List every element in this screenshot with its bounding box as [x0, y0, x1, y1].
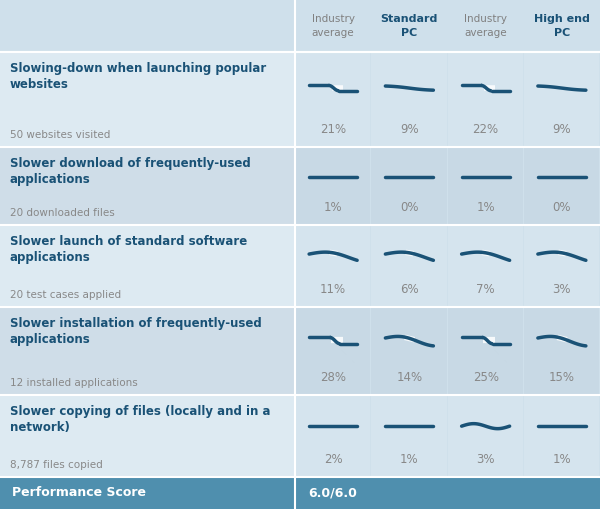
Text: 0%: 0%: [400, 201, 419, 214]
Text: 22%: 22%: [473, 123, 499, 136]
Bar: [371, 307, 446, 395]
Text: 20 test cases applied: 20 test cases applied: [10, 290, 121, 300]
Text: Slower download of frequently-used
applications: Slower download of frequently-used appli…: [10, 157, 251, 186]
Bar: [371, 1, 446, 52]
Text: 15%: 15%: [549, 371, 575, 384]
Bar: [524, 1, 599, 52]
Bar: [0, 147, 295, 225]
Bar: [448, 307, 523, 395]
Bar: [448, 52, 523, 147]
Text: 6%: 6%: [400, 283, 419, 296]
Bar: [448, 225, 523, 307]
Bar: [295, 147, 370, 225]
Bar: [295, 307, 370, 395]
Text: Standard
PC: Standard PC: [380, 14, 438, 38]
Text: 0%: 0%: [553, 201, 571, 214]
Bar: [371, 147, 446, 225]
Text: Slower launch of standard software
applications: Slower launch of standard software appli…: [10, 235, 247, 264]
Text: 7%: 7%: [476, 283, 495, 296]
Text: 12 installed applications: 12 installed applications: [10, 378, 138, 388]
Text: Slowing-down when launching popular
websites: Slowing-down when launching popular webs…: [10, 62, 266, 91]
Bar: [524, 147, 599, 225]
Text: 25%: 25%: [473, 371, 499, 384]
Text: 11%: 11%: [320, 283, 346, 296]
Text: 20 downloaded files: 20 downloaded files: [10, 208, 115, 218]
Text: 1%: 1%: [476, 201, 495, 214]
Bar: [0, 52, 295, 147]
Text: 50 websites visited: 50 websites visited: [10, 130, 110, 140]
Bar: [371, 52, 446, 147]
Text: High end
PC: High end PC: [534, 14, 590, 38]
Bar: [0, 307, 295, 395]
Text: Slower installation of frequently-used
applications: Slower installation of frequently-used a…: [10, 317, 262, 346]
Text: 1%: 1%: [324, 201, 343, 214]
Bar: [524, 395, 599, 477]
Text: 21%: 21%: [320, 123, 346, 136]
Bar: [371, 395, 446, 477]
Bar: [295, 1, 370, 52]
Text: 3%: 3%: [553, 283, 571, 296]
Bar: [371, 225, 446, 307]
Bar: [0, 0, 600, 52]
Bar: [448, 1, 523, 52]
Text: 9%: 9%: [553, 123, 571, 136]
Bar: [448, 147, 523, 225]
Bar: [0, 395, 295, 477]
Bar: [295, 225, 370, 307]
Bar: [295, 395, 370, 477]
Text: Performance Score: Performance Score: [12, 487, 146, 499]
Text: Slower copying of files (locally and in a
network): Slower copying of files (locally and in …: [10, 405, 271, 434]
Bar: [448, 395, 523, 477]
Text: 1%: 1%: [400, 453, 419, 466]
Text: Industry
average: Industry average: [464, 14, 507, 38]
Bar: [0, 225, 295, 307]
Text: 2%: 2%: [324, 453, 343, 466]
Text: 8,787 files copied: 8,787 files copied: [10, 460, 103, 470]
Text: 3%: 3%: [476, 453, 495, 466]
Bar: [524, 52, 599, 147]
Text: Industry
average: Industry average: [311, 14, 355, 38]
Text: 1%: 1%: [553, 453, 571, 466]
Text: 9%: 9%: [400, 123, 419, 136]
Text: 6.0/6.0: 6.0/6.0: [308, 487, 358, 499]
Bar: [524, 225, 599, 307]
Text: 14%: 14%: [397, 371, 422, 384]
Bar: [295, 52, 370, 147]
Bar: [0, 477, 600, 509]
Text: 28%: 28%: [320, 371, 346, 384]
Bar: [524, 307, 599, 395]
